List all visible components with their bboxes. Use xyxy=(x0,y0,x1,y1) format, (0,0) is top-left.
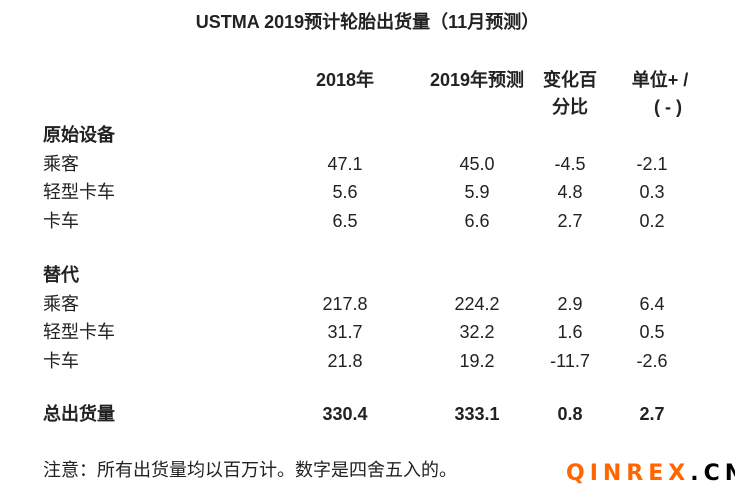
table-cell: 0.3 xyxy=(639,182,665,202)
section-heading: 替代 xyxy=(43,265,79,285)
row-label: 乘客 xyxy=(43,293,79,314)
row-label: 卡车 xyxy=(43,350,79,371)
total-label: 总出货量 xyxy=(43,404,115,424)
row-label: 轻型卡车 xyxy=(43,182,115,202)
header-unit-change-line2: ( - ) xyxy=(654,97,682,117)
total-cell: 330.4 xyxy=(322,404,368,424)
table-cell: 6.4 xyxy=(639,293,665,314)
total-cell: 0.8 xyxy=(557,404,583,424)
table-cell: 32.2 xyxy=(459,322,495,342)
table-cell: 19.2 xyxy=(459,350,495,371)
table-cell: 1.6 xyxy=(557,322,583,342)
header-2018: 2018年 xyxy=(315,70,375,90)
table-cell: 0.2 xyxy=(639,210,665,231)
table-cell: 2.9 xyxy=(557,293,583,314)
page-title: USTMA 2019预计轮胎出货量（11月预测） xyxy=(195,12,540,32)
row-label: 乘客 xyxy=(43,153,79,174)
table-cell: 5.6 xyxy=(332,182,358,202)
section-heading: 原始设备 xyxy=(43,125,115,145)
header-change-pct-line2: 分比 xyxy=(552,97,588,117)
table-cell: 6.5 xyxy=(332,210,358,231)
table-cell: 224.2 xyxy=(454,293,500,314)
table-cell: -4.5 xyxy=(554,153,586,174)
table-cell: 6.6 xyxy=(464,210,490,231)
watermark-logo: QINREX.CN xyxy=(566,461,735,486)
table-cell: 4.8 xyxy=(557,182,583,202)
row-label: 卡车 xyxy=(43,210,79,231)
total-cell: 2.7 xyxy=(639,404,665,424)
header-change-pct: 变化百 xyxy=(543,70,597,90)
table-cell: 217.8 xyxy=(322,293,368,314)
table-cell: 31.7 xyxy=(327,322,363,342)
table-cell: -2.1 xyxy=(636,153,668,174)
table-cell: 5.9 xyxy=(464,182,490,202)
table-cell: 2.7 xyxy=(557,210,583,231)
total-cell: 333.1 xyxy=(454,404,500,424)
table-cell: -2.6 xyxy=(636,350,668,371)
table-cell: 21.8 xyxy=(327,350,363,371)
header-unit-change: 单位+ / xyxy=(631,70,689,90)
header-2019-forecast: 2019年预测 xyxy=(429,70,525,90)
table-cell: 47.1 xyxy=(327,153,363,174)
row-label: 轻型卡车 xyxy=(43,322,115,342)
table-cell: -11.7 xyxy=(550,350,590,371)
table-cell: 45.0 xyxy=(459,153,495,174)
footnote: 注意：所有出货量均以百万计。数字是四舍五入的。 xyxy=(43,460,457,480)
table-cell: 0.5 xyxy=(639,322,665,342)
